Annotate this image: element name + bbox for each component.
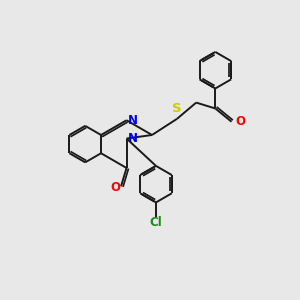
Text: N: N (128, 132, 138, 145)
Text: Cl: Cl (150, 216, 162, 229)
Text: O: O (111, 181, 121, 194)
Text: S: S (172, 102, 182, 115)
Text: O: O (235, 115, 245, 128)
Text: N: N (128, 114, 138, 127)
